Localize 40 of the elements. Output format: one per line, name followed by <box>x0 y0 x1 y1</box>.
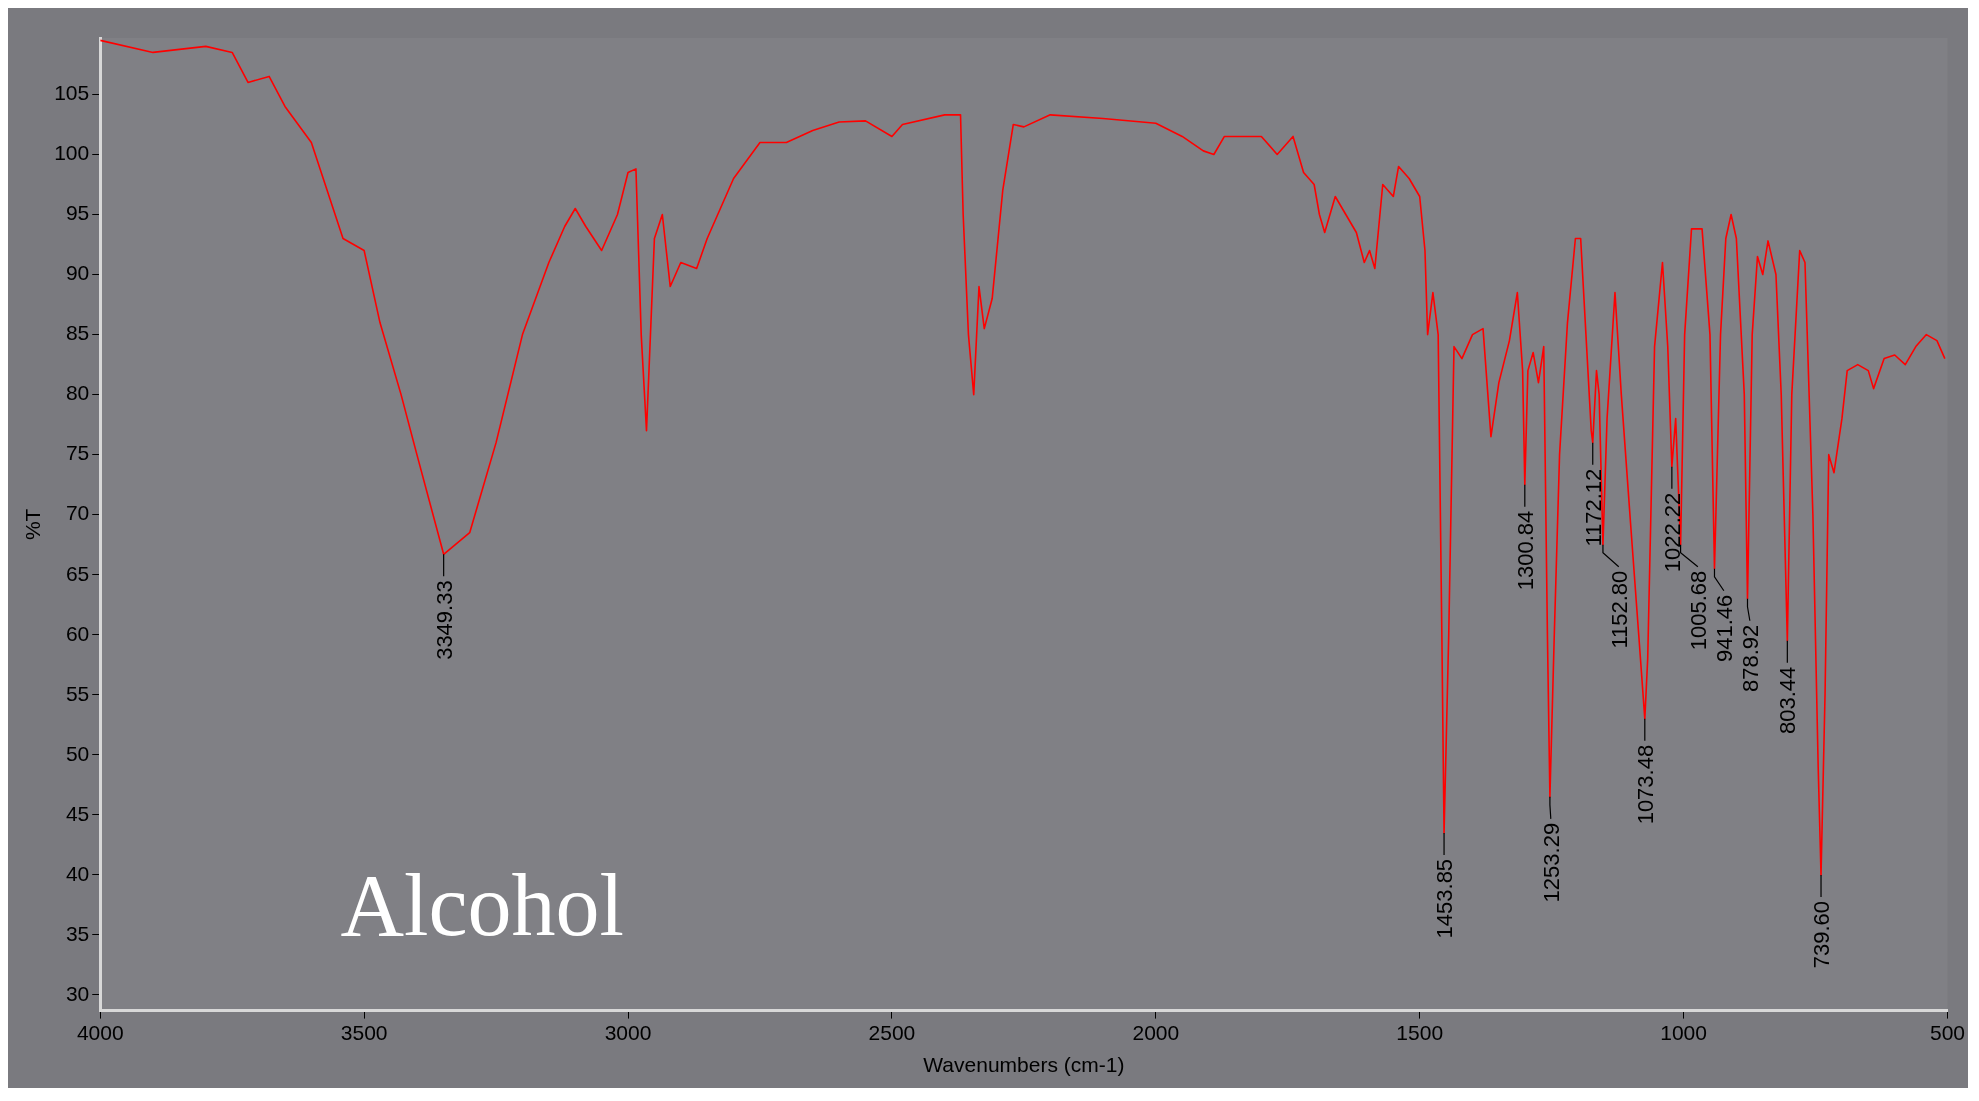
y-tick-label: 55 <box>65 681 90 705</box>
annotation: 1453.85 <box>1432 858 1458 939</box>
x-tick-label: 1500 <box>1396 1021 1444 1044</box>
x-tick-label: 2000 <box>1132 1021 1180 1044</box>
annotation: 1005.68 <box>1685 570 1711 651</box>
x-axis-title: Wavenumbers (cm-1) <box>923 1053 1125 1077</box>
y-tick-label: 95 <box>65 201 90 225</box>
annotation: 1253.29 <box>1538 822 1564 903</box>
x-tick-label: 2500 <box>868 1021 916 1044</box>
annotation: 3349.33 <box>431 580 457 660</box>
y-tick-label: 75 <box>65 441 90 465</box>
annotation: 941.46 <box>1711 594 1737 663</box>
annotation: 1172.12 <box>1580 468 1606 547</box>
x-tick-label: 1000 <box>1660 1021 1707 1044</box>
x-tick-label: 3500 <box>340 1021 388 1044</box>
y-tick-label: 90 <box>65 261 90 285</box>
y-tick-label: 80 <box>65 381 90 405</box>
x-tick-label: 500 <box>1929 1021 1965 1044</box>
y-tick-label: 40 <box>65 861 90 885</box>
y-axis-title: %T <box>21 508 45 541</box>
x-tick-label: 4000 <box>76 1021 124 1044</box>
annotation: 1152.80 <box>1606 570 1632 649</box>
annotation: Alcohol <box>340 856 624 954</box>
y-tick-label: 35 <box>65 921 90 945</box>
y-tick-label: 70 <box>65 501 90 525</box>
y-tick-label: 60 <box>65 621 90 645</box>
annotation: 803.44 <box>1775 666 1801 735</box>
annotation: 1073.48 <box>1632 744 1658 825</box>
y-tick-label: 30 <box>65 981 90 1005</box>
annotation: 1022.22 <box>1659 492 1685 573</box>
annotation: 739.60 <box>1809 900 1835 969</box>
x-tick-label: 3000 <box>604 1021 652 1044</box>
y-tick-label: 65 <box>65 561 90 585</box>
y-tick-label: 105 <box>54 81 90 105</box>
y-tick-label: 45 <box>65 801 90 825</box>
y-tick-label: 50 <box>65 741 90 765</box>
annotation: 1300.84 <box>1512 510 1538 591</box>
y-tick-label: 85 <box>65 321 90 345</box>
y-tick-label: 100 <box>54 141 90 165</box>
annotation: 878.92 <box>1737 624 1763 693</box>
